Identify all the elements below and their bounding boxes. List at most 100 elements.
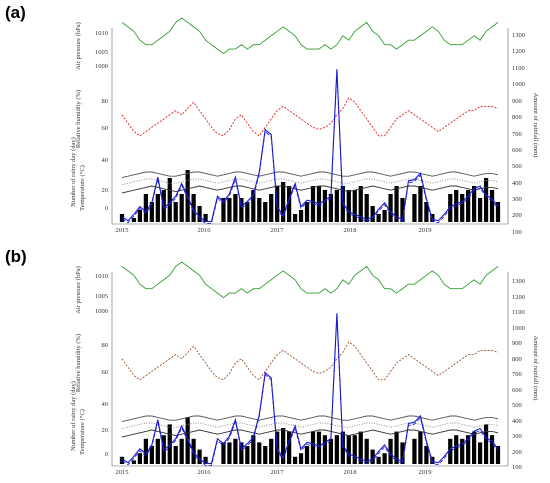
rainfall-tick-label: 500: [512, 163, 522, 170]
rainy-day-bar: [155, 194, 160, 222]
rainfall-tick-label: 600: [512, 387, 522, 394]
humidity-line: [121, 341, 499, 381]
rainy-day-bar: [483, 178, 489, 222]
rainy-day-bar: [424, 446, 429, 464]
rainy-day-bar: [340, 431, 345, 464]
rainy-day-bar: [328, 438, 334, 464]
rainy-day-bar: [286, 186, 292, 222]
rainy-day-bar: [304, 202, 310, 222]
left-axis-label: Relative humidity (%): [75, 334, 82, 392]
left-axis-label: Number of rainy day (day): [70, 381, 77, 451]
rainfall-tick-label: 1200: [512, 48, 525, 55]
rainfall-tick-label: 900: [512, 98, 522, 105]
rainy-day-bar: [149, 202, 154, 222]
rainy-day-bar: [358, 431, 363, 464]
rainy-day-bar: [245, 446, 250, 464]
rainy-day-bar: [412, 438, 417, 464]
rainy-day-bar: [239, 442, 244, 464]
pressure-line: [121, 17, 499, 55]
rainy-day-bar: [292, 214, 298, 222]
rainy-day-bar: [346, 190, 351, 222]
rainy-day-bar: [352, 190, 357, 222]
rainfall-tick-label: 500: [512, 402, 522, 409]
rainy-day-bar: [131, 460, 137, 464]
right-axis-label: Amount of rainfall (mm): [532, 93, 539, 158]
rainy-day-bar: [340, 186, 345, 222]
rainy-day-bar: [370, 449, 375, 464]
rainy-day-bar: [466, 435, 471, 464]
temperature-tick-label: 20: [102, 187, 109, 194]
rainy-day-bar: [489, 435, 495, 464]
rainfall-dashed-line: [121, 71, 499, 224]
rainy-day-bar: [477, 198, 483, 222]
rainfall-tick-label: 600: [512, 147, 522, 154]
mean-temp-line: [121, 178, 499, 186]
panel-label: (a): [5, 3, 26, 22]
left-axis-label: Temperature (°C): [79, 409, 86, 455]
humidity-tick-label: 80: [102, 342, 109, 349]
rainy-day-bar: [191, 194, 196, 222]
rainy-day-bar: [388, 194, 393, 222]
rainy-day-bar: [179, 194, 184, 222]
rainy-day-bar: [173, 202, 178, 222]
rainy-day-bar: [137, 210, 143, 222]
temperature-tick-label: 0: [105, 205, 108, 212]
rainy-day-bar: [460, 438, 465, 464]
rainy-day-bar: [448, 194, 453, 222]
rainy-day-bar: [119, 214, 125, 222]
chart-panel-b: (b) Air pressure (hPa) Relative humidity (…: [5, 247, 539, 476]
rainfall-tick-label: 300: [512, 196, 522, 203]
rainy-day-bar: [119, 456, 125, 464]
rainy-day-bar: [269, 438, 274, 464]
rainy-day-bar: [221, 442, 226, 464]
x-tick-label: 2018: [344, 469, 357, 476]
left-axis-label: Temperature (°C): [79, 165, 86, 211]
rainy-day-bar: [364, 438, 369, 464]
rainy-day-bar: [269, 194, 274, 222]
rainy-day-bar: [167, 178, 172, 222]
humidity-tick-label: 80: [102, 98, 109, 105]
rainy-day-bar: [233, 194, 238, 222]
rainy-day-bar: [137, 453, 143, 464]
temperature-tick-label: 40: [102, 157, 109, 164]
rainy-day-bar: [364, 194, 369, 222]
rainy-day-bar: [382, 210, 387, 222]
rainy-day-bar: [143, 194, 148, 222]
rainy-day-bar: [376, 214, 381, 222]
rainy-day-bar: [251, 190, 256, 222]
pressure-tick-label: 1000: [95, 63, 108, 70]
rainfall-tick-label: 800: [512, 356, 522, 363]
rainy-day-bar: [334, 435, 339, 464]
rainfall-tick-label: 400: [512, 418, 522, 425]
rainy-day-bar: [412, 194, 417, 222]
max-temp-line: [121, 415, 499, 423]
rainy-day-bar: [400, 198, 405, 222]
rainfall-tick-label: 1200: [512, 294, 525, 301]
rainy-day-bar: [472, 431, 477, 464]
rainy-day-bar: [298, 453, 304, 464]
left-axis-label: Number of rainy day (day): [70, 137, 77, 207]
temperature-tick-label: 40: [102, 401, 109, 408]
rainy-day-bar: [483, 424, 489, 464]
left-axis-label: Air pressure (hPa): [75, 22, 82, 70]
rainy-day-bar: [149, 446, 154, 464]
rainfall-dashed-line: [121, 315, 499, 466]
rainy-day-bar: [418, 186, 423, 222]
pressure-tick-label: 1005: [95, 49, 108, 56]
left-axis-label: Relative humidity (%): [75, 90, 82, 148]
rainy-day-bar: [310, 431, 316, 464]
rainy-day-bar: [424, 202, 429, 222]
rainy-day-bar: [394, 186, 399, 222]
left-axis-label: Air pressure (hPa): [75, 266, 82, 314]
temperature-tick-label: 0: [105, 451, 108, 458]
rainy-day-bar: [304, 446, 310, 464]
rainfall-tick-label: 1300: [512, 278, 525, 285]
rainy-day-bar: [334, 190, 339, 222]
x-tick-label: 2015: [116, 469, 129, 476]
rainy-day-bar: [257, 198, 262, 222]
rainy-day-bar: [131, 218, 137, 222]
rainy-day-bar: [376, 456, 381, 464]
mean-temp-line: [121, 422, 499, 430]
rainy-day-bar: [418, 431, 423, 464]
